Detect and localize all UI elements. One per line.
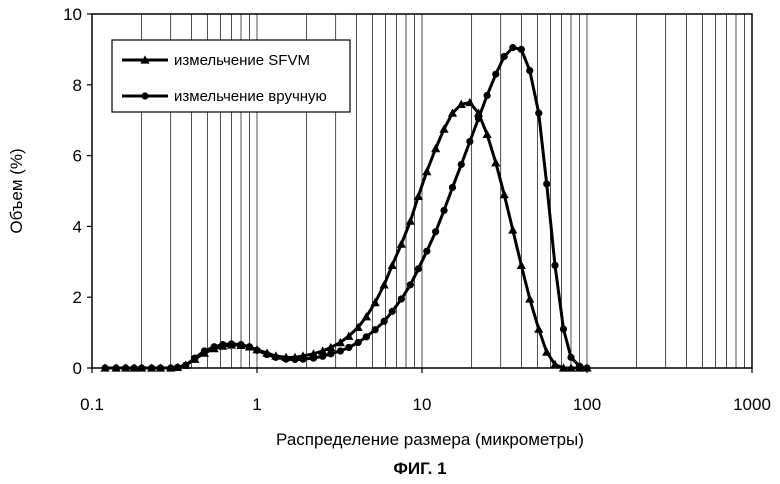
y-tick-label: 4 [73, 217, 82, 236]
x-tick-label: 1000 [733, 395, 771, 414]
legend-label: измельчение SFVM [174, 52, 310, 69]
data-point [282, 356, 289, 363]
data-point [191, 354, 198, 361]
data-point [423, 248, 430, 255]
x-tick-label: 100 [573, 395, 601, 414]
data-point [327, 350, 334, 357]
legend-label: измельчение вручную [174, 88, 327, 105]
data-point [345, 344, 352, 351]
data-point [122, 364, 129, 371]
data-point [440, 207, 447, 214]
data-point [389, 308, 396, 315]
data-point [237, 341, 244, 348]
data-point [363, 333, 370, 340]
data-point [246, 343, 253, 350]
data-point [167, 364, 174, 371]
y-tick-label: 10 [63, 5, 82, 24]
x-tick-label: 1 [252, 395, 261, 414]
data-point [398, 295, 405, 302]
data-point [407, 281, 414, 288]
data-point [148, 364, 155, 371]
data-point [113, 364, 120, 371]
data-point [567, 354, 574, 361]
data-point [432, 228, 439, 235]
data-point [583, 364, 590, 371]
y-tick-label: 6 [73, 147, 82, 166]
data-point [174, 364, 181, 371]
data-point [449, 184, 456, 191]
data-point [131, 364, 138, 371]
data-point [518, 46, 525, 53]
y-axis-title: Объем (%) [7, 148, 26, 233]
data-point [157, 364, 164, 371]
data-point [337, 347, 344, 354]
data-point [101, 364, 108, 371]
data-point [263, 351, 270, 358]
data-point [372, 326, 379, 333]
data-point [381, 318, 388, 325]
data-point [466, 138, 473, 145]
data-point [211, 343, 218, 350]
data-point [551, 262, 558, 269]
data-point [310, 354, 317, 361]
data-point [526, 67, 533, 74]
data-point [355, 339, 362, 346]
data-point [253, 347, 260, 354]
data-point [475, 115, 482, 122]
data-point [228, 340, 235, 347]
legend: измельчение SFVM измельчение вручную [112, 40, 350, 112]
data-point [576, 363, 583, 370]
x-tick-label: 0.1 [80, 395, 104, 414]
data-point [291, 356, 298, 363]
x-axis-title: Распределение размера (микрометры) [276, 430, 584, 449]
data-point [501, 53, 508, 60]
data-point [543, 180, 550, 187]
data-point [535, 110, 542, 117]
figure-caption: ФИГ. 1 [393, 459, 446, 478]
data-point [138, 364, 145, 371]
x-tick-label: 10 [413, 395, 432, 414]
data-point [509, 44, 516, 51]
data-point [458, 161, 465, 168]
y-tick-label: 8 [73, 76, 82, 95]
data-point [182, 362, 189, 369]
data-point [492, 71, 499, 78]
y-tick-label: 0 [73, 359, 82, 378]
legend-swatch-marker [141, 92, 148, 99]
data-point [319, 353, 326, 360]
data-point [483, 92, 490, 99]
data-point [219, 341, 226, 348]
data-point [299, 356, 306, 363]
data-point [415, 265, 422, 272]
data-point [560, 325, 567, 332]
y-tick-label: 2 [73, 288, 82, 307]
data-point [201, 347, 208, 354]
data-point [272, 354, 279, 361]
